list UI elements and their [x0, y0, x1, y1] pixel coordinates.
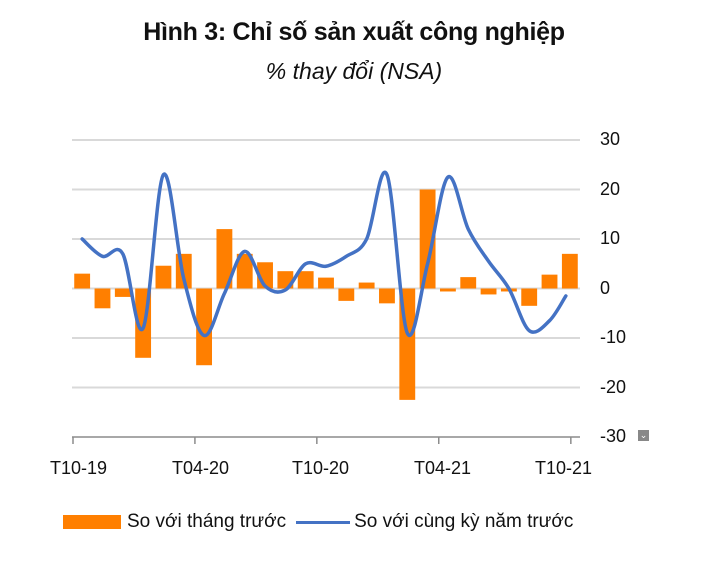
dropdown-icon[interactable]: ⌄ [638, 430, 649, 441]
chart-title: Hình 3: Chỉ số sản xuất công nghiệp [143, 18, 565, 46]
y-tick-label: 20 [600, 178, 621, 199]
bar [460, 277, 477, 289]
y-tick-label: -10 [600, 327, 627, 347]
bar [521, 288, 538, 306]
y-tick-label: -30 [600, 426, 627, 446]
yoy-line [80, 170, 568, 338]
x-tick-label: T04-20 [172, 458, 230, 478]
bar [439, 288, 456, 292]
x-tick-label: T10-20 [292, 458, 350, 478]
bar [196, 288, 213, 366]
bar [541, 274, 558, 289]
bar [74, 273, 91, 289]
bar-swatch-icon [63, 515, 121, 529]
bar [297, 271, 314, 289]
bar [379, 288, 395, 304]
legend-bar-label: So với tháng trước [127, 511, 287, 532]
bar [155, 265, 172, 289]
line-swatch-icon [296, 520, 351, 524]
bar [236, 253, 253, 289]
bar [480, 288, 497, 295]
bar [338, 288, 355, 301]
bar [561, 253, 578, 289]
bar [94, 288, 111, 309]
legend: So với tháng trước So với cùng kỳ năm tr… [63, 511, 573, 533]
bar [419, 189, 436, 289]
x-tick-label: T10-19 [50, 458, 108, 478]
x-tick-label: T10-21 [535, 458, 593, 478]
bar [114, 288, 131, 297]
y-tick-label: 0 [600, 277, 611, 298]
y-tick-label: -20 [600, 376, 627, 397]
chart-subtitle: % thay đổi (NSA) [265, 58, 443, 84]
bar [318, 277, 334, 289]
legend-line-label: So với cùng kỳ năm trước [354, 511, 574, 532]
bar [358, 282, 375, 289]
x-tick-label: T04-21 [414, 458, 472, 478]
bar [216, 229, 233, 289]
y-tick-label: 10 [600, 228, 621, 248]
y-tick-label: 30 [600, 129, 621, 149]
